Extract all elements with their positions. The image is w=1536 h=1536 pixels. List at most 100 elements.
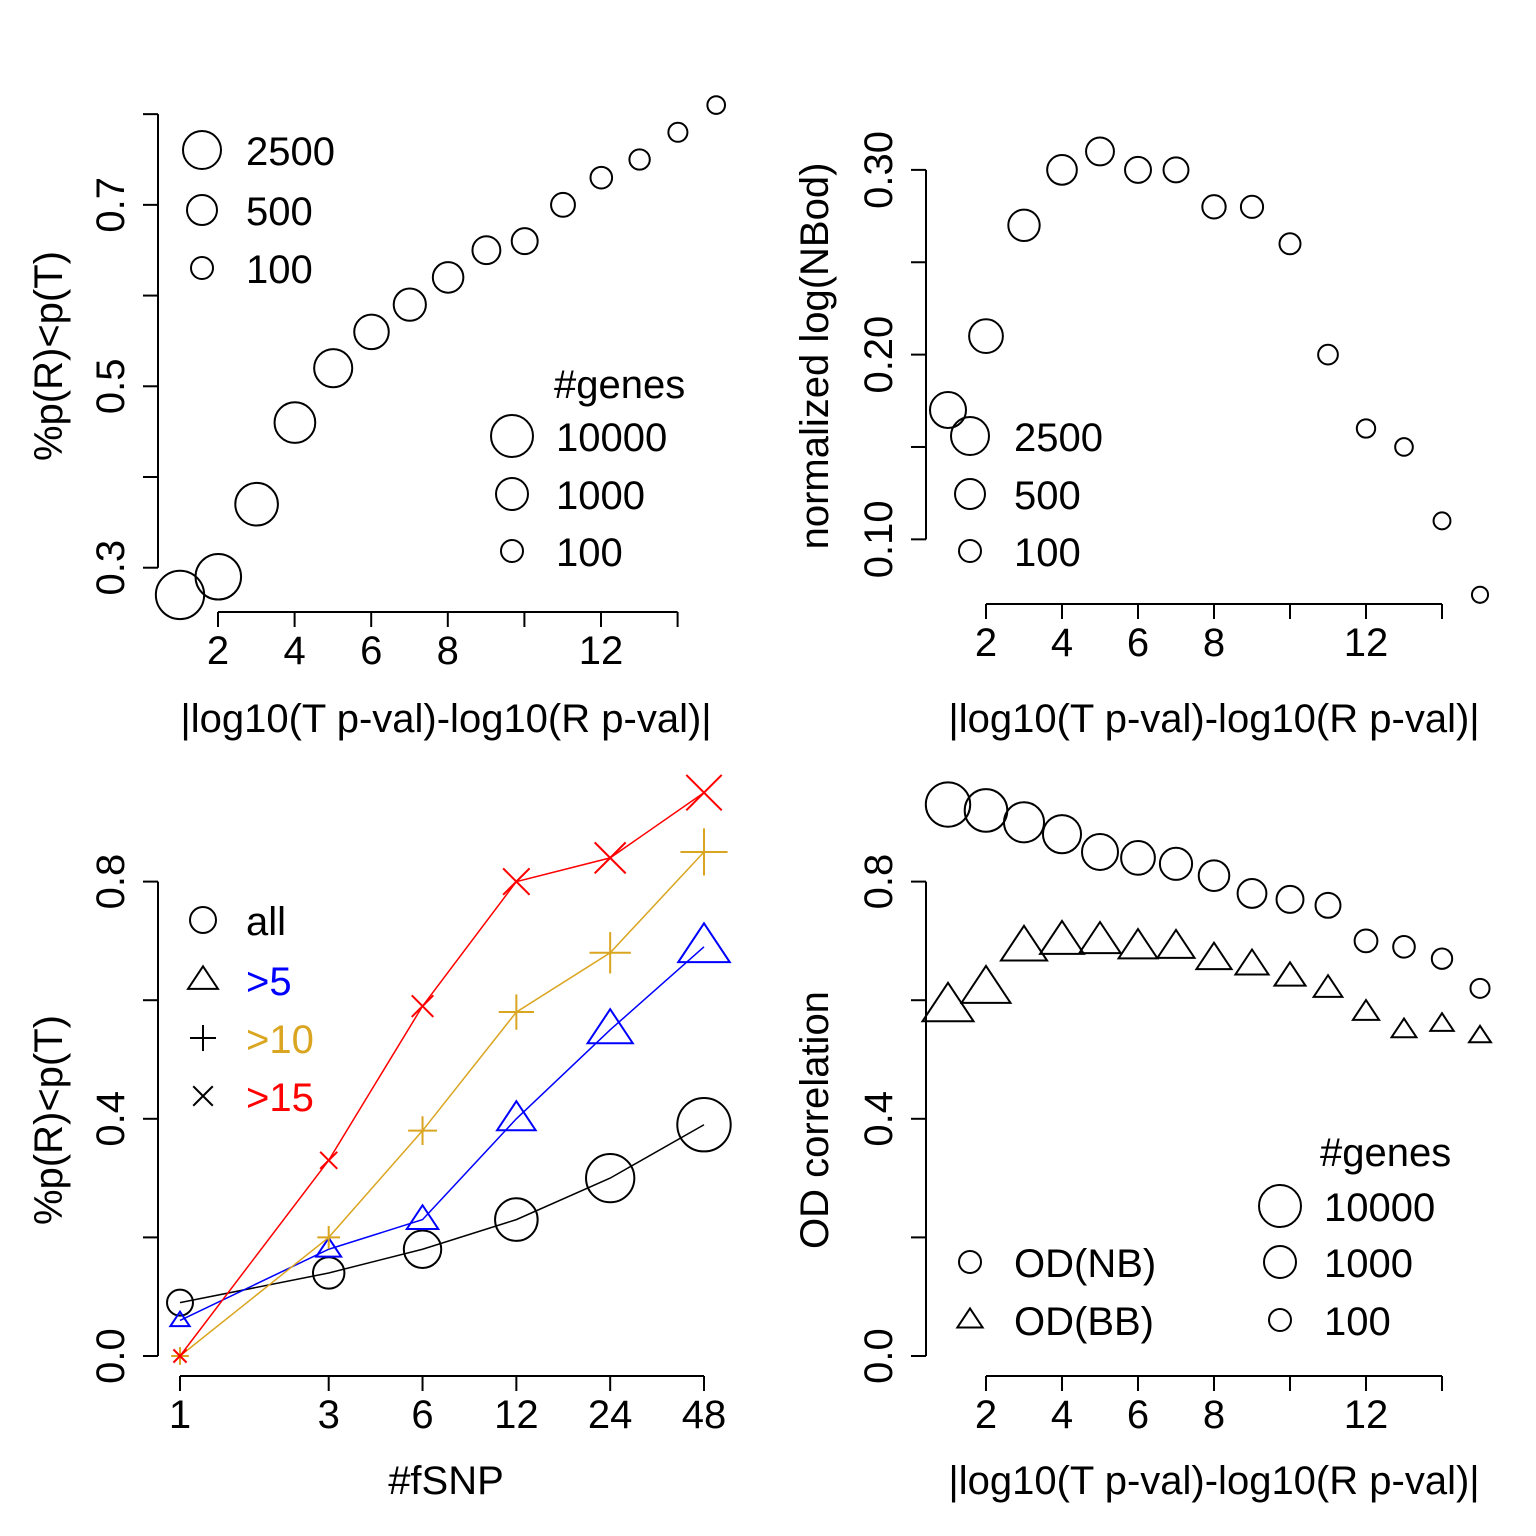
p1-size-legend-key [182, 130, 222, 170]
p3-x-tick-label: 12 [494, 1393, 539, 1437]
p4-size-legend-key [1268, 1308, 1292, 1332]
p3-point-2 [495, 1099, 538, 1132]
p2-point [1470, 585, 1490, 604]
p3-legend-key [190, 1025, 216, 1051]
p3-legend-label: all [246, 900, 286, 944]
p4-point-1 [1158, 846, 1194, 881]
p2-point [1317, 343, 1339, 366]
p2-x-tick-label: 6 [1127, 621, 1149, 665]
p4-point-1 [1236, 878, 1268, 909]
p1-point [392, 287, 427, 322]
p2-point [1355, 418, 1377, 439]
p4-point-1 [1197, 859, 1231, 892]
p1-point [510, 227, 539, 256]
p4-point-1 [1081, 832, 1119, 871]
p2-size-legend-label: 500 [1014, 474, 1081, 518]
p3-line-3 [179, 851, 705, 1357]
p4-size-legend-label: 1000 [1324, 1242, 1413, 1286]
p3-point-1 [585, 1152, 636, 1204]
p1-ylabel: %p(R)<p(T) [27, 251, 71, 461]
p2-y-tick-label: 0.30 [857, 131, 901, 209]
p1-size-legend-title: #genes [554, 363, 685, 407]
p3-point-1 [494, 1197, 539, 1242]
p4-size-legend-label: 100 [1324, 1300, 1391, 1344]
p4-point-2 [1116, 927, 1160, 960]
p4-point-1 [1392, 935, 1416, 959]
p4-x-tick-label: 8 [1203, 1393, 1225, 1437]
p1-size-legend-key [186, 194, 218, 226]
p4-point-2 [1233, 947, 1271, 976]
p1-size-legend2-key [490, 414, 534, 458]
p4-point-2 [1428, 1011, 1456, 1032]
p4-size-legend-label: 10000 [1324, 1186, 1435, 1230]
p1-point [667, 121, 689, 143]
p3-point-4 [502, 867, 531, 896]
p1-x-tick-label: 12 [579, 629, 624, 673]
p1-size-legend2-key [500, 539, 524, 563]
p4-size-legend-key [1258, 1184, 1302, 1228]
p4-point-1 [1353, 928, 1379, 954]
p2-point [1046, 154, 1078, 186]
p2-point [1278, 232, 1302, 256]
p4-size-legend-key [1263, 1245, 1297, 1279]
p4-ylabel: OD correlation [793, 991, 837, 1249]
p4-y-tick-label: 0.8 [857, 854, 901, 910]
p3-y-tick-label: 0.0 [89, 1328, 133, 1384]
p1-point [589, 165, 614, 190]
p1-point [471, 235, 502, 266]
p2-point [1239, 194, 1265, 219]
p2-point [1007, 208, 1041, 243]
p3-line-4 [179, 792, 705, 1357]
p2-point [1432, 511, 1452, 531]
p1-x-tick-label: 2 [207, 629, 229, 673]
p2-ylabel: normalized log(NBod) [793, 163, 837, 550]
p3-legend-key [186, 964, 220, 990]
p4-point-2 [999, 923, 1049, 962]
p1-size-legend2-label: 1000 [556, 474, 645, 518]
p4-point-2 [1194, 940, 1234, 971]
p2-size-legend-key [954, 478, 986, 510]
p4-x-tick-label: 4 [1051, 1393, 1073, 1437]
p3-point-2 [314, 1236, 344, 1258]
p4-point-1 [1120, 839, 1156, 876]
p3-point-4 [172, 1348, 188, 1364]
p3-x-tick-label: 1 [169, 1393, 191, 1437]
p4-y-tick-label: 0.0 [857, 1328, 901, 1384]
p3-point-2 [404, 1203, 441, 1230]
p1-point [234, 481, 279, 527]
p3-point-3 [680, 828, 728, 876]
p2-x-tick-label: 2 [975, 621, 997, 665]
p3-line-1 [179, 1124, 705, 1304]
p2-size-legend-label: 2500 [1014, 416, 1103, 460]
p2-x-tick-label: 12 [1344, 621, 1389, 665]
p3-point-2 [168, 1309, 192, 1328]
p3-point-3 [317, 1226, 341, 1249]
p2-xlabel: |log10(T p-val)-log10(R p-val)| [948, 697, 1479, 741]
p3-legend-key [192, 1085, 214, 1107]
p2-size-legend-key [958, 539, 982, 563]
p1-point [154, 569, 206, 621]
p3-legend-label: >5 [246, 960, 292, 1004]
p2-size-legend-key [950, 416, 990, 456]
p2-point [968, 318, 1004, 355]
p4-point-1 [1002, 801, 1046, 844]
p1-y-tick-label: 0.5 [89, 358, 133, 414]
p4-xlabel: |log10(T p-val)-log10(R p-val)| [948, 1459, 1479, 1503]
p2-y-tick-label: 0.20 [857, 316, 901, 394]
p4-legend-label: OD(BB) [1014, 1300, 1154, 1344]
p3-x-tick-label: 48 [682, 1393, 727, 1437]
p3-point-2 [585, 1007, 635, 1045]
p3-y-tick-label: 0.4 [89, 1091, 133, 1147]
p4-size-legend-title: #genes [1320, 1131, 1451, 1175]
p1-y-tick-label: 0.3 [89, 540, 133, 596]
p4-x-tick-label: 12 [1344, 1393, 1389, 1437]
p1-size-legend-label: 500 [246, 190, 313, 234]
p3-point-1 [402, 1229, 443, 1269]
p4-point-1 [924, 781, 972, 828]
p1-point [550, 191, 576, 218]
p4-point-1 [963, 788, 1009, 833]
p4-legend-label: OD(NB) [1014, 1242, 1156, 1286]
p1-size-legend-label: 100 [246, 248, 313, 292]
p1-size-legend-key [190, 256, 214, 280]
p1-size-legend2-label: 100 [556, 531, 623, 575]
